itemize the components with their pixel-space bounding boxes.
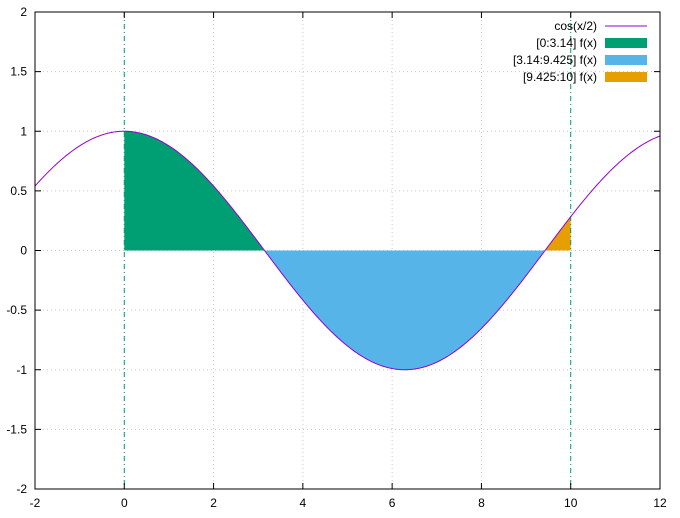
- y-tick-label: 2: [20, 5, 27, 19]
- x-tick-label: 12: [653, 496, 667, 510]
- legend-label: [9.425:10] f(x): [523, 70, 597, 84]
- x-tick-label: 4: [300, 496, 307, 510]
- curve-layer: [34, 130, 661, 371]
- y-tick-label: 0.5: [10, 184, 27, 198]
- x-tick-label: 0: [121, 496, 128, 510]
- ticks: -2 0 2 4 6 8 10 12 -2 -1.5 -1 -0.5 0 0.5 1 1.5 2: [6, 5, 667, 510]
- series-line-cos: [34, 130, 661, 371]
- y-tick-label: 1.5: [10, 65, 27, 79]
- legend-label: [0:3.14] f(x): [536, 36, 597, 50]
- x-tick-label: 10: [564, 496, 578, 510]
- x-tick-label: 2: [210, 496, 217, 510]
- legend: cos(x/2) [0:3.14] f(x) [3.14:9.425] f(x) [9…: [513, 19, 647, 84]
- x-tick-label: 8: [478, 496, 485, 510]
- x-tick-label: -2: [30, 496, 41, 510]
- filled-region-2: [264, 250, 546, 370]
- filled-regions: [124, 131, 571, 370]
- x-tick-label: 6: [389, 496, 396, 510]
- legend-key-swatch: [605, 55, 647, 65]
- y-tick-label: 0: [20, 244, 27, 258]
- vertical-lines: [123, 12, 572, 489]
- legend-key-swatch: [605, 72, 647, 82]
- y-tick-label: -0.5: [6, 303, 27, 317]
- legend-key-swatch: [605, 38, 647, 48]
- legend-label: [3.14:9.425] f(x): [513, 53, 597, 67]
- y-tick-label: 1: [20, 124, 27, 138]
- y-tick-label: -2: [16, 482, 27, 496]
- y-tick-label: -1: [16, 363, 27, 377]
- filled-region-1: [124, 131, 265, 251]
- legend-label: cos(x/2): [554, 19, 597, 33]
- y-tick-label: -1.5: [6, 422, 27, 436]
